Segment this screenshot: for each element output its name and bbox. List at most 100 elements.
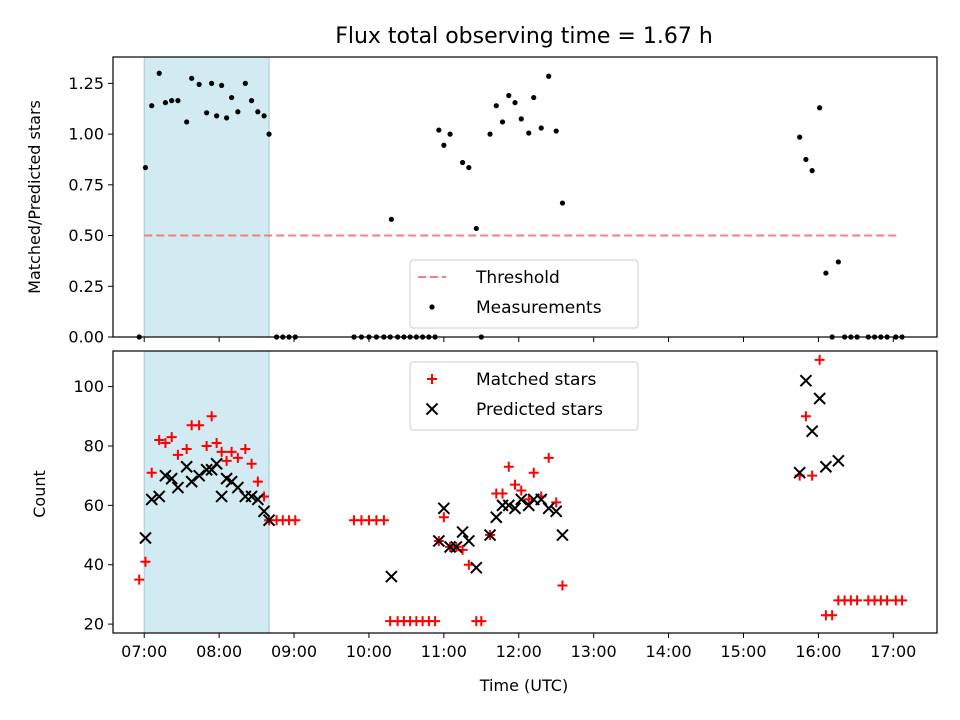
x-tick-label: 17:00 <box>870 642 916 661</box>
predicted-star-point <box>450 540 463 554</box>
measurement-point <box>466 164 472 171</box>
predicted-star-point <box>200 463 213 476</box>
matched-star-point <box>438 512 449 523</box>
x-tick-label: 14:00 <box>646 642 692 661</box>
predicted-star-point <box>483 528 497 542</box>
measurement-point <box>518 116 524 122</box>
bottom-y-tick-label: 100 <box>73 377 104 396</box>
chart-title: Flux total observing time = 1.67 h <box>335 24 713 49</box>
matched-star-point <box>814 354 825 365</box>
matched-star-point <box>510 479 521 490</box>
measurement-point <box>823 270 829 276</box>
matched-star-point <box>226 446 237 457</box>
matched-star-point <box>528 467 539 478</box>
measurement-point <box>196 81 202 87</box>
matched-star-point <box>160 438 171 449</box>
matched-star-point <box>232 452 243 463</box>
legend-label: Predicted stars <box>476 400 603 420</box>
predicted-star-point <box>159 469 172 482</box>
bottom-y-tick-label: 60 <box>84 496 104 515</box>
x-tick-label: 07:00 <box>121 642 167 661</box>
predicted-star-point <box>556 528 569 542</box>
predicted-star-point <box>470 561 483 574</box>
bottom-series-predicted-stars <box>139 374 845 583</box>
top-y-tick-label: 0.50 <box>68 226 104 245</box>
matched-star-point <box>201 440 212 451</box>
top-axes-frame <box>112 56 938 338</box>
x-tick-label: 10:00 <box>346 642 392 661</box>
predicted-star-point <box>165 472 178 485</box>
measurement-point <box>229 94 235 101</box>
legend-label: Measurements <box>476 298 602 318</box>
matched-star-point <box>216 446 227 457</box>
legend-label: Threshold <box>475 268 560 288</box>
predicted-star-point <box>437 502 451 515</box>
legend-matched-swatch <box>427 374 437 384</box>
predicted-star-point <box>245 490 258 503</box>
bottom-y-tick-label: 20 <box>84 615 104 634</box>
top-y-tick-label: 0.00 <box>68 328 104 347</box>
matched-star-point <box>882 595 893 606</box>
measurement-point <box>169 98 175 104</box>
matched-star-point <box>852 595 863 606</box>
matched-star-point <box>523 494 534 505</box>
measurement-point <box>266 131 272 137</box>
predicted-star-point <box>257 505 271 518</box>
bottom-legend-box <box>409 361 639 431</box>
matched-star-point <box>503 461 514 472</box>
predicted-star-point <box>180 460 193 473</box>
predicted-star-point <box>793 466 806 479</box>
matched-star-point <box>206 411 217 422</box>
measurement-point <box>809 168 815 174</box>
matched-star-point <box>134 574 145 585</box>
predicted-star-point <box>192 469 206 482</box>
measurement-point <box>447 131 453 137</box>
predicted-star-point <box>813 392 826 405</box>
predicted-star-point <box>171 481 185 494</box>
matched-star-point <box>497 488 508 499</box>
predicted-star-point <box>251 493 265 506</box>
legend-label: Matched stars <box>476 370 596 390</box>
measurement-point <box>441 142 447 148</box>
matched-star-point <box>172 449 183 460</box>
measurement-point <box>512 100 518 106</box>
predicted-star-point <box>210 457 223 471</box>
measurement-point <box>436 127 442 133</box>
matched-star-point <box>290 515 301 526</box>
measurement-point <box>175 98 181 104</box>
x-tick-label: 11:00 <box>421 642 467 661</box>
x-tick-label: 15:00 <box>720 642 766 661</box>
measurement-point <box>817 105 823 111</box>
measurement-point <box>526 130 532 136</box>
x-tick-label: 16:00 <box>795 642 841 661</box>
bottom-plot-area: 20 40 60 80 100 07:00 08:00 09:00 10:00 11:00 12:0… <box>73 350 938 661</box>
bottom-y-axis-label: Count <box>30 470 49 518</box>
predicted-star-point <box>550 505 563 518</box>
predicted-star-point <box>799 374 813 387</box>
measurement-point <box>499 119 506 125</box>
predicted-star-point <box>515 493 528 506</box>
predicted-star-point <box>462 534 476 548</box>
top-legend: Threshold Measurements <box>409 259 639 329</box>
top-y-tick-label: 1.25 <box>68 74 104 93</box>
x-tick-label: 12:00 <box>496 642 542 661</box>
matched-star-point <box>827 610 838 621</box>
bottom-legend: Matched stars Predicted stars <box>409 361 639 431</box>
matched-star-point <box>807 470 818 481</box>
matched-star-point <box>221 455 232 466</box>
matched-star-point <box>543 452 554 463</box>
measurement-point <box>162 100 169 106</box>
predicted-star-point <box>139 531 152 545</box>
count-panel: Count Time (UTC) 20 40 60 80 100 07:00 08:00 09… <box>30 350 938 695</box>
matched-star-point <box>378 515 389 526</box>
measurement-point <box>473 225 479 232</box>
measurement-point <box>531 94 537 101</box>
ratio-panel: Flux total observing time = 1.67 h Match… <box>25 24 938 347</box>
measurement-point <box>797 134 803 140</box>
x-axis-label: Time (UTC) <box>479 676 568 695</box>
matched-star-point <box>140 556 151 567</box>
measurement-point <box>235 109 241 115</box>
predicted-star-point <box>432 534 446 548</box>
predicted-star-point <box>502 499 515 512</box>
